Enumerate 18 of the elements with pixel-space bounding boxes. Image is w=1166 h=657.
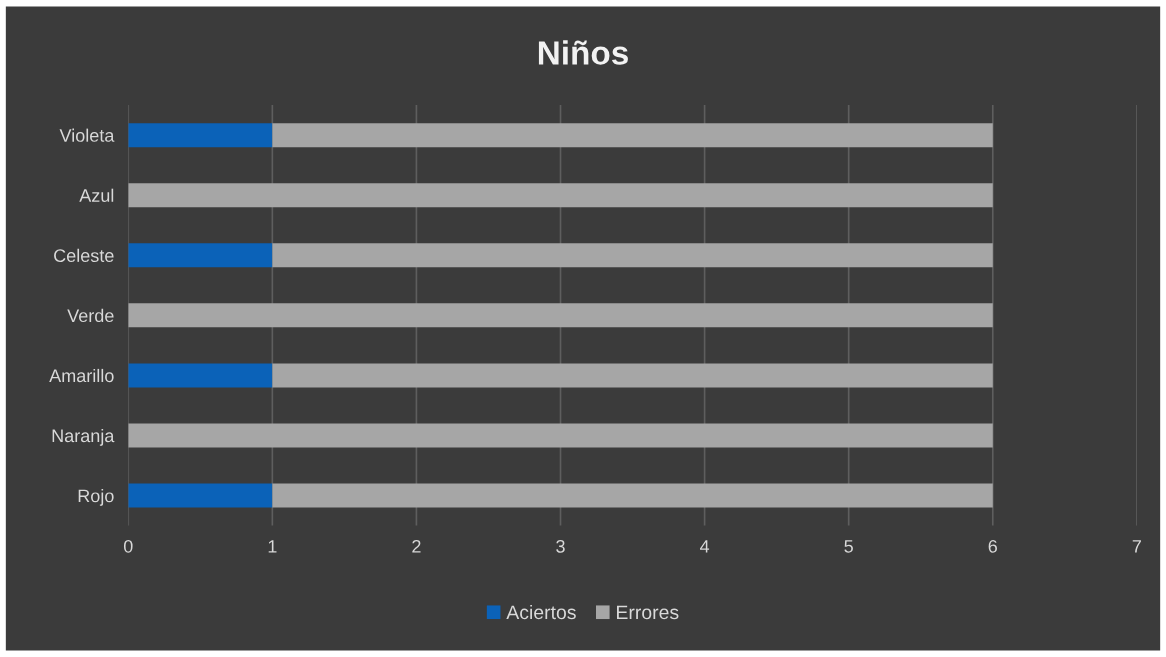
x-tick-label: 1 — [268, 540, 277, 553]
legend-label: Aciertos — [506, 604, 576, 620]
x-tick-label: 2 — [412, 539, 421, 553]
y-tick-label: Naranja — [52, 428, 115, 446]
x-tick-label: 7 — [1132, 540, 1141, 553]
y-tick-label: Verde — [67, 308, 114, 323]
y-tick-label: Amarillo — [49, 368, 114, 383]
y-tick-label: Celeste — [54, 248, 114, 263]
x-tick-label: 0 — [123, 539, 133, 553]
x-tick-label: 6 — [988, 539, 997, 553]
x-tick-label: 4 — [699, 540, 710, 553]
legend-label: Errores — [617, 605, 679, 620]
y-tick-label: Azul — [79, 188, 114, 202]
x-tick-label: 5 — [844, 540, 853, 553]
y-tick-label: Rojo — [78, 489, 114, 506]
x-tick-label: 3 — [556, 539, 565, 553]
chart-title: Niños — [538, 40, 628, 65]
y-tick-label: Violeta — [59, 128, 115, 142]
